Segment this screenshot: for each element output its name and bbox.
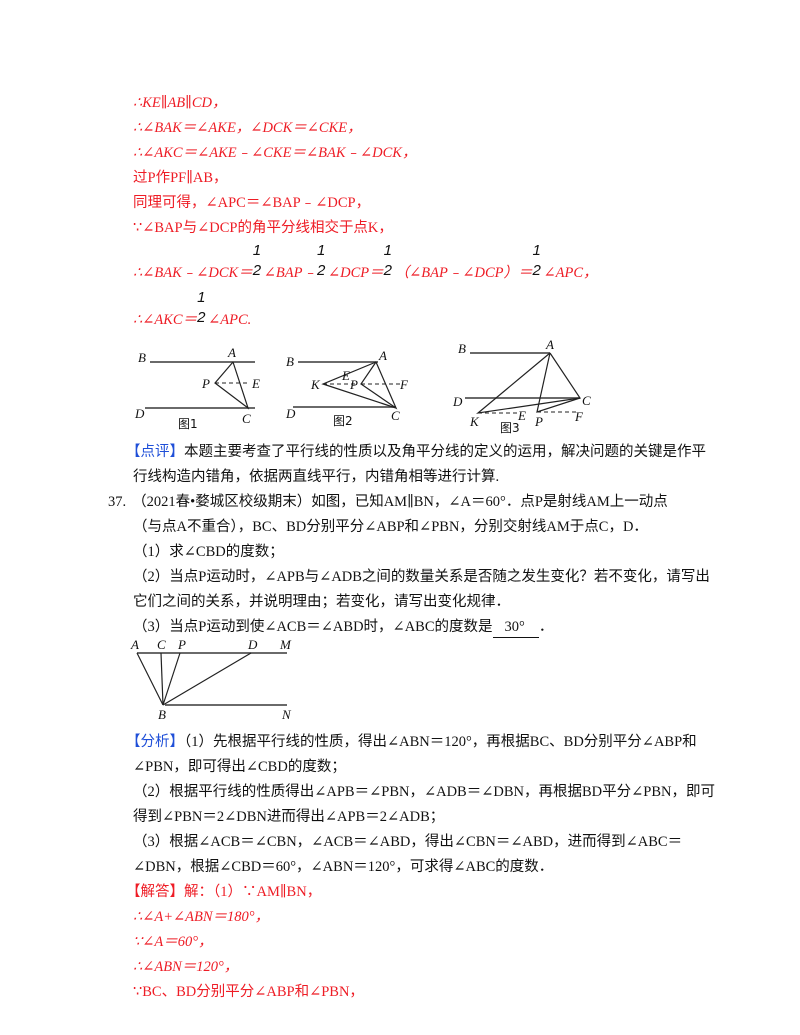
problem-line-1: 37. （2021春•婺城区校级期末）如图，已知AM∥BN，∠A＝60°．点P是射… xyxy=(108,492,668,512)
svg-text:A: A xyxy=(378,348,387,363)
figure-1-caption: 图1 xyxy=(178,417,198,431)
solution-final-line: ∴∠AKC＝ 1 2 ∠APC. xyxy=(133,289,252,330)
answer-text-1: 解：（1）∵AM∥BN， xyxy=(184,884,322,900)
figure-3-caption: 图3 xyxy=(500,421,520,435)
question-2b: 它们之间的关系，并说明理由；若变化，请写出变化规律． xyxy=(133,594,510,610)
answer-line-4: ∴∠ABN＝120°， xyxy=(133,959,239,975)
analysis-text-1: （1）先根据平行线的性质，得出∠ABN＝120°，再根据BC、BD分别平分∠AB… xyxy=(184,734,697,750)
solution-line-4: 过P作PF∥AB， xyxy=(133,170,228,186)
frac-line-part-5: ∠APC， xyxy=(543,265,598,281)
svg-text:B: B xyxy=(138,350,146,365)
answer-line-2: ∴∠A+∠ABN＝180°， xyxy=(133,909,270,925)
analysis-line-4: 得到∠PBN＝2∠DBN进而得出∠APB＝2∠ADB； xyxy=(133,809,445,825)
question-3: （3）当点P运动到使∠ACB＝∠ABD时，∠ABC的度数是 30° ． xyxy=(133,617,553,638)
svg-text:C: C xyxy=(582,393,591,408)
analysis-line-1: 【分析】（1）先根据平行线的性质，得出∠ABN＝120°，再根据BC、BD分别平… xyxy=(126,732,697,752)
svg-text:F: F xyxy=(574,409,584,424)
svg-text:E: E xyxy=(517,408,526,423)
svg-text:P: P xyxy=(349,377,358,392)
svg-text:D: D xyxy=(452,394,463,409)
svg-text:K: K xyxy=(469,414,480,429)
problem-number: 37. xyxy=(108,494,127,510)
problem-line-2: （与点A不重合），BC、BD分别平分∠ABP和∠PBN，分别交射线AM于点C，D… xyxy=(133,519,648,535)
solution-line-1: ∴KE∥AB∥CD， xyxy=(133,95,227,111)
question-3-answer: 30° xyxy=(492,617,539,638)
svg-text:D: D xyxy=(247,637,258,652)
solution-line-2: ∴∠BAK＝∠AKE，∠DCK＝∠CKE， xyxy=(133,120,362,136)
svg-text:A: A xyxy=(130,637,139,652)
comment-tag: 【点评】 xyxy=(126,444,184,460)
svg-text:P: P xyxy=(534,414,543,429)
comment-line-2: 行线构造内错角，依据两直线平行，内错角相等进行计算. xyxy=(133,469,500,485)
svg-text:P: P xyxy=(177,637,186,652)
svg-text:F: F xyxy=(399,377,409,392)
svg-text:B: B xyxy=(286,354,294,369)
svg-text:P: P xyxy=(201,376,210,391)
comment-line-1: 【点评】本题主要考查了平行线的性质以及角平分线的定义的运用，解决问题的关键是作平 xyxy=(126,442,706,462)
final-line-part-1: ∴∠AKC＝ xyxy=(133,312,198,328)
svg-text:E: E xyxy=(341,368,350,383)
frac-line-part-3: ∠DCP＝ xyxy=(327,265,384,281)
svg-text:B: B xyxy=(158,707,166,722)
frac-line-part-1: ∴∠BAK﹣∠DCK＝ xyxy=(133,265,253,281)
answer-line-5: ∵BC、BD分别平分∠ABP和∠PBN， xyxy=(133,984,364,1000)
svg-text:A: A xyxy=(227,345,236,360)
svg-text:B: B xyxy=(458,341,466,356)
figure-3: B A D C K E P F 图3 xyxy=(445,333,620,440)
figure-2: B A K E P F D C 图2 xyxy=(278,340,438,440)
analysis-line-6: ∠DBN，根据∠CBD＝60°，∠ABN＝120°，可求得∠ABC的度数． xyxy=(133,859,554,875)
final-line-part-2: ∠APC. xyxy=(208,312,252,328)
question-3-text: （3）当点P运动到使∠ACB＝∠ABD时，∠ABC的度数是 xyxy=(133,619,493,635)
solution-line-3: ∴∠AKC＝∠AKE﹣∠CKE＝∠BAK﹣∠DCK， xyxy=(133,145,417,161)
question-3-end: ． xyxy=(538,619,554,635)
answer-line-3: ∵∠A＝60°， xyxy=(133,934,213,950)
svg-text:C: C xyxy=(391,408,400,423)
question-1: （1）求∠CBD的度数； xyxy=(133,544,284,560)
answer-tag: 【解答】 xyxy=(126,884,184,900)
figure-1: B A P E D C 图1 xyxy=(130,340,280,440)
svg-text:C: C xyxy=(242,411,251,426)
analysis-line-3: （2）根据平行线的性质得出∠APB＝∠PBN，∠ADB＝∠DBN，再根据BD平分… xyxy=(133,784,715,800)
svg-text:N: N xyxy=(281,707,292,722)
svg-text:E: E xyxy=(251,376,260,391)
figure-2-caption: 图2 xyxy=(333,414,353,428)
analysis-line-5: （3）根据∠ACB＝∠CBN，∠ACB＝∠ABD，得出∠CBN＝∠ABD，进而得… xyxy=(133,834,683,850)
svg-text:M: M xyxy=(279,637,292,652)
analysis-line-2: ∠PBN，即可得出∠CBD的度数； xyxy=(133,759,346,775)
question-2a: （2）当点P运动时，∠APB与∠ADB之间的数量关系是否随之发生变化？若不变化，… xyxy=(133,569,710,585)
comment-text-1: 本题主要考查了平行线的性质以及角平分线的定义的运用，解决问题的关键是作平 xyxy=(184,444,706,460)
analysis-tag: 【分析】 xyxy=(126,734,184,750)
solution-line-6: ∵∠BAP与∠DCP的角平分线相交于点K， xyxy=(133,220,393,236)
svg-text:K: K xyxy=(310,377,321,392)
problem-stem-1: （2021春•婺城区校级期末）如图，已知AM∥BN，∠A＝60°．点P是射线AM… xyxy=(132,494,668,510)
svg-text:C: C xyxy=(157,637,166,652)
solution-line-5: 同理可得，∠APC＝∠BAP﹣∠DCP， xyxy=(133,195,371,211)
solution-fraction-line: ∴∠BAK﹣∠DCK＝ 1 2 ∠BAP﹣ 1 2 ∠DCP＝ 1 2 （∠BAP﹣∠DCP）＝ 1… xyxy=(133,242,598,283)
svg-text:D: D xyxy=(285,406,296,421)
frac-line-part-4: （∠BAP﹣∠DCP）＝ xyxy=(394,265,533,281)
svg-text:D: D xyxy=(134,406,145,421)
svg-text:A: A xyxy=(545,337,554,352)
answer-line-1: 【解答】解：（1）∵AM∥BN， xyxy=(126,882,321,902)
frac-line-part-2: ∠BAP﹣ xyxy=(263,265,317,281)
problem-figure: A C P D M B N xyxy=(125,635,305,730)
